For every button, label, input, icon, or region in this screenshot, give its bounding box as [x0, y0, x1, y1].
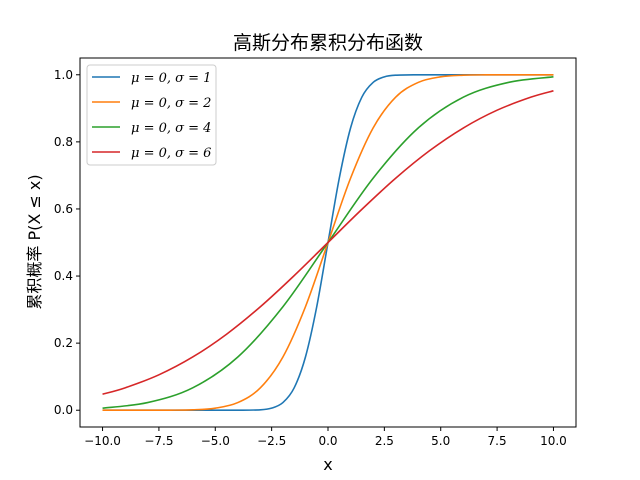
x-axis-label: x: [323, 455, 332, 474]
x-axis: −10.0 −7.5 −5.0 −2.5 0.0 2.5 5.0 7.5 10.0: [84, 427, 567, 448]
x-tick-label: 7.5: [488, 434, 507, 448]
plot-area: [102, 73, 554, 412]
legend-label-3: μ = 0, σ = 4: [131, 121, 211, 136]
legend-label-2: μ = 0, σ = 2: [131, 96, 211, 111]
x-tick-label: −7.5: [144, 434, 173, 448]
legend-box: [86, 64, 217, 166]
legend-label-1: μ = 0, σ = 1: [131, 71, 211, 86]
x-tick-label: 0.0: [318, 434, 337, 448]
legend-label-4: μ = 0, σ = 6: [131, 146, 211, 161]
y-axis: 0.0 0.2 0.4 0.6 0.8 1.0: [54, 68, 80, 417]
y-tick-label: 0.2: [54, 336, 73, 350]
x-tick-label: 10.0: [540, 434, 567, 448]
x-tick-label: −2.5: [257, 434, 286, 448]
y-axis-label: 累积概率 P(X ≤ x): [25, 174, 44, 309]
x-tick-label: 2.5: [375, 434, 394, 448]
x-tick-label: −10.0: [84, 434, 121, 448]
chart-title: 高斯分布累积分布函数: [233, 32, 423, 54]
series-line-4: [102, 90, 554, 395]
y-tick-label: 0.4: [54, 269, 73, 283]
y-tick-label: 0.8: [54, 135, 73, 149]
y-tick-label: 0.6: [54, 202, 73, 216]
x-tick-label: 5.0: [431, 434, 450, 448]
legend: μ = 0, σ = 1 μ = 0, σ = 2 μ = 0, σ = 4 μ = …: [86, 64, 217, 166]
y-tick-label: 1.0: [54, 68, 73, 82]
y-tick-label: 0.0: [54, 403, 73, 417]
x-tick-label: −5.0: [201, 434, 230, 448]
